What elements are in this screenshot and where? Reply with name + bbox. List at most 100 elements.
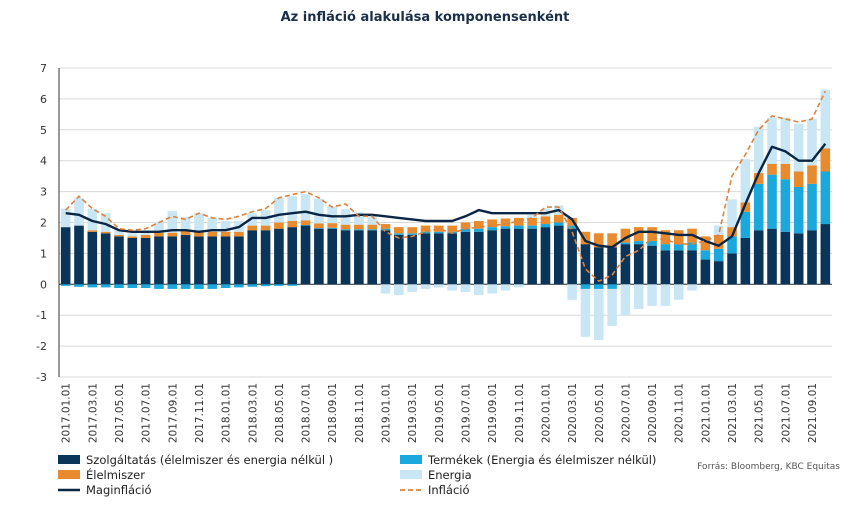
bar-termékek — [260, 284, 271, 287]
bar-termékek — [247, 284, 258, 287]
bar-termékek — [700, 250, 711, 260]
bar-termékek — [327, 227, 338, 229]
bar-élelmiszer — [220, 231, 231, 237]
x-tick-label: 2017.03.01 — [87, 383, 99, 443]
bar-élelmiszer — [420, 225, 431, 232]
legend-swatch — [400, 470, 422, 479]
bar-termékek — [434, 231, 444, 234]
bar-élelmiszer — [647, 227, 657, 242]
bar-energia — [327, 206, 338, 224]
bar-szolgáltatás — [793, 233, 804, 285]
y-tick-label: 6 — [40, 93, 47, 106]
legend-swatch — [58, 470, 80, 479]
legend-label: Energia — [428, 468, 472, 482]
bar-energia — [474, 284, 484, 296]
bar-szolgáltatás — [167, 236, 178, 285]
bar-energia — [167, 211, 178, 233]
bar-élelmiszer — [380, 224, 391, 229]
bar-termékek — [234, 284, 244, 288]
bar-szolgáltatás — [740, 237, 751, 285]
bar-szolgáltatás — [460, 231, 471, 285]
bar-energia — [367, 215, 377, 225]
bar-szolgáltatás — [100, 233, 111, 285]
bar-szolgáltatás — [434, 233, 444, 285]
bar-élelmiszer — [167, 232, 178, 237]
legend-label: Termékek (Energia és élelmiszer nélkül) — [427, 453, 656, 467]
bar-termékek — [633, 241, 644, 245]
bar-élelmiszer — [327, 223, 338, 228]
bar-energia — [820, 89, 831, 149]
bar-élelmiszer — [100, 231, 111, 234]
bar-termékek — [407, 233, 417, 235]
bar-szolgáltatás — [314, 228, 324, 285]
bar-élelmiszer — [633, 227, 644, 242]
bar-élelmiszer — [127, 236, 138, 238]
bar-termékek — [154, 284, 164, 289]
bar-termékek — [580, 284, 591, 289]
bar-élelmiszer — [660, 230, 671, 245]
x-tick-label: 2020.07.01 — [620, 383, 632, 443]
bar-szolgáltatás — [713, 261, 724, 285]
bar-szolgáltatás — [247, 230, 258, 285]
bar-termékek — [474, 228, 484, 232]
bar-szolgáltatás — [300, 225, 311, 285]
bar-termékek — [74, 284, 84, 287]
bar-szolgáltatás — [180, 234, 191, 285]
bar-energia — [607, 288, 617, 327]
bar-termékek — [780, 179, 791, 232]
bar-szolgáltatás — [380, 230, 391, 285]
bar-energia — [100, 213, 111, 232]
bar-élelmiszer — [807, 165, 817, 184]
bar-szolgáltatás — [207, 236, 218, 285]
inflacio-line — [65, 90, 827, 283]
bar-energia — [487, 284, 497, 294]
bar-termékek — [540, 224, 551, 228]
bar-élelmiszer — [460, 222, 471, 229]
x-tick-label: 2019.11.01 — [514, 383, 526, 443]
bar-élelmiszer — [620, 228, 631, 243]
x-tick-label: 2019.07.01 — [460, 383, 472, 443]
bar-szolgáltatás — [647, 245, 657, 285]
bar-energia — [727, 199, 737, 228]
bar-szolgáltatás — [540, 227, 551, 285]
legend-label: Szolgáltatás (élelmiszer és energia nélk… — [86, 453, 333, 467]
bar-élelmiszer — [713, 234, 724, 249]
bar-energia — [447, 284, 457, 291]
bar-szolgáltatás — [154, 236, 164, 285]
bar-termékek — [607, 284, 617, 289]
bar-szolgáltatás — [354, 230, 364, 285]
y-tick-label: 5 — [40, 124, 47, 137]
bar-termékek — [274, 284, 284, 286]
bar-szolgáltatás — [407, 234, 417, 285]
bar-szolgáltatás — [367, 230, 377, 285]
bar-energia — [220, 220, 231, 232]
bar-termékek — [620, 242, 631, 245]
bar-energia — [127, 233, 138, 237]
bar-energia — [114, 228, 124, 235]
bar-termékek — [300, 224, 311, 226]
bar-élelmiszer — [194, 231, 204, 237]
bar-szolgáltatás — [607, 247, 617, 285]
bar-energia — [60, 208, 71, 228]
bar-élelmiszer — [114, 234, 124, 237]
bar-szolgáltatás — [127, 237, 138, 285]
bar-szolgáltatás — [580, 244, 591, 285]
y-tick-label: 0 — [40, 278, 47, 291]
bar-termékek — [167, 284, 178, 289]
bar-termékek — [660, 244, 671, 251]
x-tick-label: 2020.09.01 — [647, 383, 659, 443]
bar-termékek — [394, 233, 404, 235]
bar-termékek — [367, 229, 377, 231]
bar-energia — [580, 288, 591, 337]
bar-energia — [394, 284, 404, 296]
bar-szolgáltatás — [553, 225, 564, 285]
x-tick-label: 2021.09.01 — [807, 383, 819, 443]
bar-szolgáltatás — [593, 247, 604, 285]
bar-szolgáltatás — [140, 237, 151, 285]
bar-energia — [713, 225, 724, 235]
x-tick-label: 2021.07.01 — [780, 383, 792, 443]
bar-élelmiszer — [487, 219, 497, 228]
y-tick-label: -3 — [36, 371, 47, 384]
